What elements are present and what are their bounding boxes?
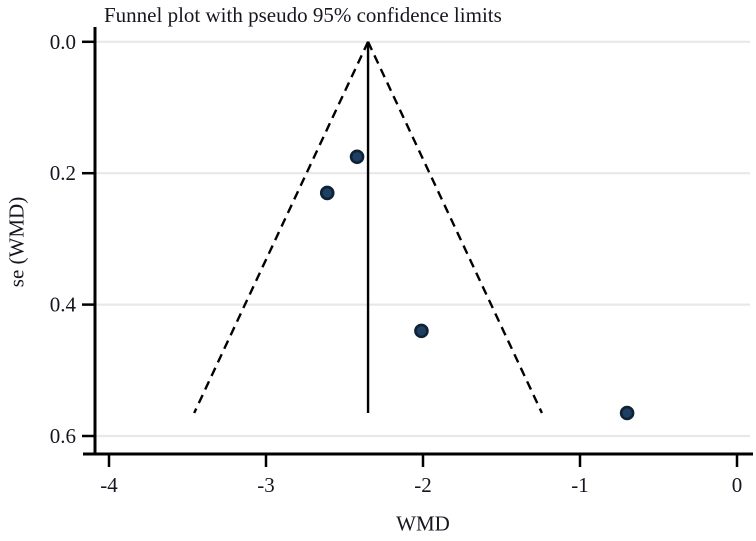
chart-title: Funnel plot with pseudo 95% confidence l… bbox=[104, 3, 502, 27]
data-point bbox=[414, 323, 429, 339]
funnel-lower-ci-line bbox=[193, 41, 370, 414]
x-tick-label: -4 bbox=[100, 473, 118, 497]
y-tick-label: 0.0 bbox=[50, 30, 76, 54]
x-axis-title: WMD bbox=[396, 511, 450, 536]
data-point bbox=[619, 405, 635, 421]
data-point bbox=[319, 185, 335, 201]
y-tick-label: 0.4 bbox=[50, 293, 77, 317]
x-tick-label: -2 bbox=[414, 473, 432, 497]
y-tick-label: 0.6 bbox=[50, 424, 76, 448]
y-tick-label: 0.2 bbox=[50, 161, 76, 185]
x-tick-label: -3 bbox=[257, 473, 275, 497]
x-tick-label: -1 bbox=[571, 473, 589, 497]
x-tick-label: 0 bbox=[732, 473, 743, 497]
data-point bbox=[349, 149, 365, 165]
funnel-upper-ci-line bbox=[366, 41, 543, 414]
